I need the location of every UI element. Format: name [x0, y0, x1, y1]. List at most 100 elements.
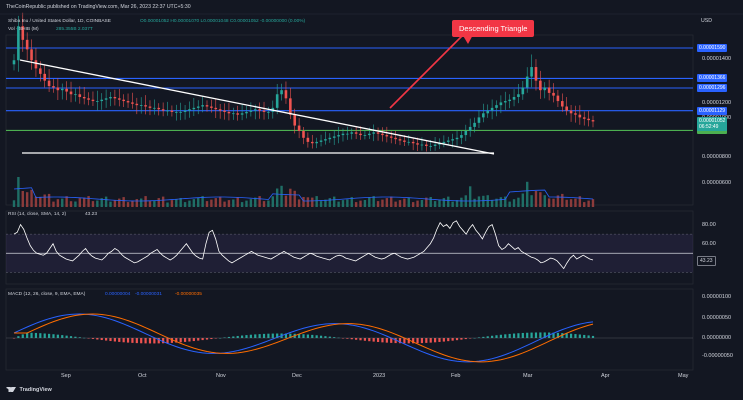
macd-histogram-bar — [534, 332, 538, 338]
volume-bar — [315, 196, 318, 207]
price-pane — [5, 34, 694, 206]
volume-bar — [61, 198, 64, 207]
rsi-legend[interactable]: RSI (14, close, SMA, 14, 2) — [8, 212, 67, 217]
candle-body — [521, 87, 525, 95]
last-price-tag: 0.00001052 06:52:49 — [697, 117, 728, 131]
volume-bar — [262, 201, 266, 207]
volume-legend[interactable]: Vol · SHIB (M) — [8, 27, 39, 32]
macd-histogram-bar — [65, 335, 68, 338]
candle-body — [201, 105, 204, 107]
macd-histogram-bar — [442, 338, 445, 342]
candle-body — [78, 94, 82, 97]
candle-body — [205, 105, 209, 107]
tradingview-logo-icon — [6, 387, 16, 392]
volume-bar — [526, 181, 529, 207]
candle-body — [183, 110, 187, 112]
volume-bar — [398, 200, 402, 207]
volume-bar — [425, 197, 428, 207]
volume-bar — [477, 196, 481, 207]
volume-bar — [486, 195, 489, 207]
candle-body — [188, 109, 191, 111]
candle-body — [87, 98, 90, 100]
volume-bar — [354, 202, 358, 207]
volume-bar — [240, 202, 244, 207]
macd-histogram-bar — [425, 338, 428, 343]
candle-body — [354, 132, 358, 134]
macd-histogram-bar — [412, 338, 415, 344]
volume-bar — [82, 197, 86, 207]
macd-histogram-bar — [219, 337, 222, 339]
candle-body — [512, 96, 516, 100]
macd-histogram-bar — [517, 333, 520, 338]
candle-body — [113, 96, 117, 99]
volume-bar — [157, 198, 160, 207]
candle-body — [306, 137, 310, 142]
volume-bar — [232, 199, 235, 207]
candle-body — [227, 111, 231, 114]
volume-bar — [587, 200, 590, 207]
volume-bar — [539, 192, 542, 207]
volume-bar — [47, 193, 51, 207]
symbol-title[interactable]: Shiba Inu / United States Dollar, 1D, CO… — [8, 19, 111, 24]
volume-bar — [359, 200, 362, 207]
candle-body — [394, 137, 397, 140]
volume-bar — [508, 201, 511, 207]
candle-body — [56, 87, 60, 91]
candle-body — [161, 109, 165, 111]
volume-bar — [69, 201, 73, 207]
candle-body — [100, 99, 104, 102]
macd-histogram-bar — [526, 332, 529, 338]
candle-body — [372, 132, 375, 134]
volume-bar — [416, 200, 419, 207]
volume-bar — [433, 201, 437, 207]
candle-body — [565, 106, 568, 111]
volume-bar — [543, 195, 546, 207]
volume-bar — [561, 193, 564, 207]
volume-bar — [91, 201, 95, 207]
macd-axis-label: 0.00000050 — [702, 315, 732, 321]
descending-triangle-callout[interactable]: Descending Triangle — [452, 20, 535, 37]
macd-axis-label: -0.00000050 — [702, 353, 733, 359]
candle-body — [591, 120, 595, 122]
candle-body — [560, 101, 564, 107]
volume-bar — [311, 197, 314, 207]
candle-body — [144, 105, 147, 107]
candle-body — [302, 131, 305, 138]
macd-histogram-bar — [262, 333, 266, 338]
price-level-tag: 0.00001590 — [697, 44, 728, 52]
candle-body — [12, 60, 16, 65]
candle-body — [407, 141, 411, 143]
macd-histogram-bar — [43, 333, 46, 338]
macd-histogram-bar — [100, 338, 103, 341]
volume-bar — [245, 200, 248, 207]
volume-bar — [74, 201, 77, 207]
volume-bar — [390, 196, 393, 207]
candle-body — [477, 117, 481, 123]
candle-body — [34, 60, 38, 69]
macd-histogram-bar — [333, 337, 336, 338]
macd-histogram-bar — [166, 338, 169, 344]
macd-axis-label: 0.00000000 — [702, 335, 732, 341]
macd-histogram-bar — [499, 334, 502, 338]
volume-bar — [39, 196, 42, 207]
volume-bar — [333, 196, 336, 207]
volume-bar — [394, 201, 397, 207]
candle-body — [376, 132, 380, 134]
candle-body — [267, 111, 270, 113]
volume-bar — [578, 196, 582, 207]
volume-bar — [183, 202, 187, 207]
time-axis-label: Sep — [61, 373, 71, 379]
volume-bar — [118, 198, 121, 207]
candle-body — [499, 102, 503, 106]
tradingview-logo[interactable]: TradingView — [6, 387, 52, 393]
macd-legend[interactable]: MACD (12, 26, close, 9, EMA, EMA) — [8, 292, 86, 297]
macd-histogram-bar — [258, 334, 261, 338]
candle-body — [464, 131, 468, 136]
macd-histogram-bar — [271, 333, 274, 338]
candle-body — [131, 102, 134, 104]
candle-body — [148, 106, 152, 108]
macd-histogram-bar — [363, 338, 367, 341]
macd-histogram-bar — [223, 337, 226, 338]
candle-body — [455, 137, 459, 140]
